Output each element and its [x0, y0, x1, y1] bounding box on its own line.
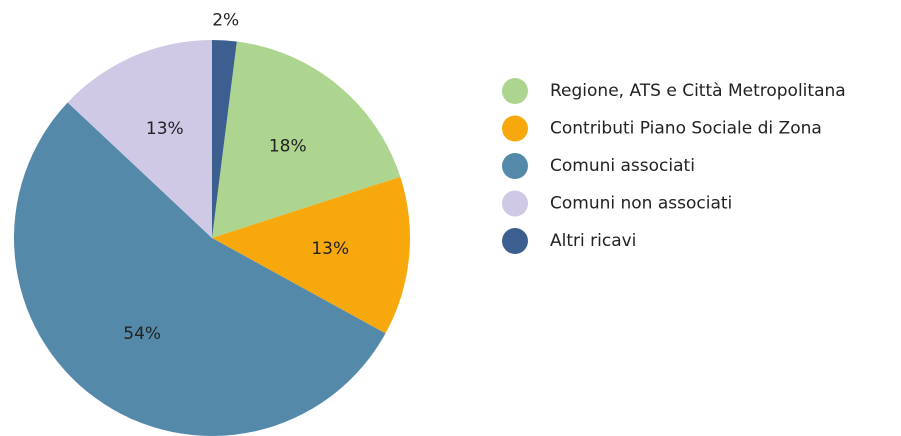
legend-label: Comuni non associati [550, 194, 732, 214]
pie-slice [212, 40, 237, 238]
legend-label: Regione, ATS e Città Metropolitana [550, 81, 846, 101]
slice-label: 54% [123, 324, 161, 344]
slice-label: 2% [212, 10, 239, 30]
legend-label: Altri ricavi [550, 231, 636, 251]
pie-slice [212, 176, 410, 334]
pie-slice [67, 39, 212, 238]
pie-slice [14, 102, 386, 436]
slice-label: 13% [311, 239, 349, 259]
slice-label: 18% [269, 136, 307, 156]
legend-label: Contributi Piano Sociale di Zona [550, 119, 822, 139]
legend-marker [502, 228, 528, 254]
legend-marker [502, 190, 528, 217]
slice-label: 13% [146, 119, 184, 139]
legend-label: Comuni associati [550, 156, 695, 176]
legend-marker [502, 153, 528, 179]
legend-marker [502, 78, 528, 104]
legend-marker [502, 115, 528, 142]
pie-slice [212, 41, 401, 238]
